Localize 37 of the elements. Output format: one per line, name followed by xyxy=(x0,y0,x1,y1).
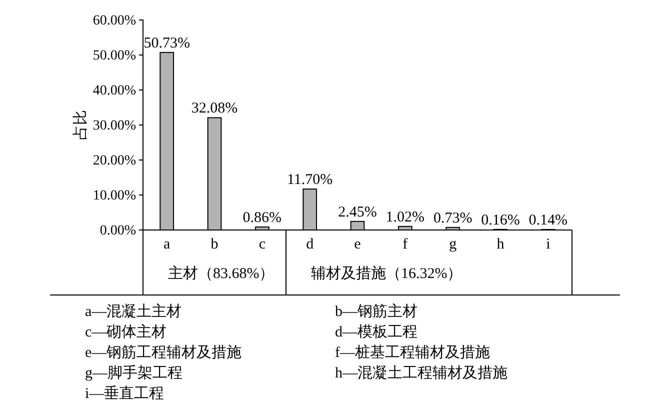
data-label: 2.45% xyxy=(338,204,377,220)
x-tick-label: h xyxy=(496,236,505,253)
y-tick-label: 20.00% xyxy=(92,153,136,168)
text: c—砌体主材 xyxy=(85,324,167,340)
x-tick-label: a xyxy=(163,236,170,253)
text: f—桩基工程辅材及措施 xyxy=(335,344,490,361)
data-label: 0.86% xyxy=(242,210,282,226)
y-axis-title: 占比 xyxy=(72,110,89,140)
x-tick-label: g xyxy=(449,236,458,253)
text: g—脚手架工程 xyxy=(85,364,182,382)
text: e—钢筋工程辅材及措施 xyxy=(85,344,242,361)
data-label: 50.73% xyxy=(144,35,190,52)
x-tick-label: f xyxy=(402,236,408,253)
text: b—钢筋主材 xyxy=(335,303,418,320)
text: 辅材及措施（16.32%） xyxy=(311,265,462,282)
x-tick-label: c xyxy=(258,236,266,253)
y-tick-label: 60.00% xyxy=(92,13,136,28)
data-label: 0.16% xyxy=(481,212,520,228)
y-tick-label: 30.00% xyxy=(92,118,136,134)
y-tick-label: 50.00% xyxy=(92,48,136,64)
data-label: 0.73% xyxy=(433,210,472,226)
x-tick-label: b xyxy=(210,236,218,253)
data-label: 11.70% xyxy=(286,172,333,188)
x-tick-label: d xyxy=(306,236,314,253)
y-tick-label: 10.00% xyxy=(92,188,136,204)
data-label: 0.14% xyxy=(528,212,568,229)
text: 主材（83.68%） xyxy=(168,265,274,282)
data-label: 1.02% xyxy=(386,209,425,226)
data-label: 32.08% xyxy=(191,100,238,117)
x-tick-label: i xyxy=(546,236,550,253)
y-tick-label: 40.00% xyxy=(92,83,136,98)
text: d—模板工程 xyxy=(335,324,418,340)
text: i—垂直工程 xyxy=(85,385,164,402)
x-tick-label: e xyxy=(354,236,362,253)
text: h—混凝土工程辅材及措施 xyxy=(335,364,508,382)
text: a—混凝土主材 xyxy=(85,303,182,320)
y-tick-label: 0.00% xyxy=(100,223,136,238)
